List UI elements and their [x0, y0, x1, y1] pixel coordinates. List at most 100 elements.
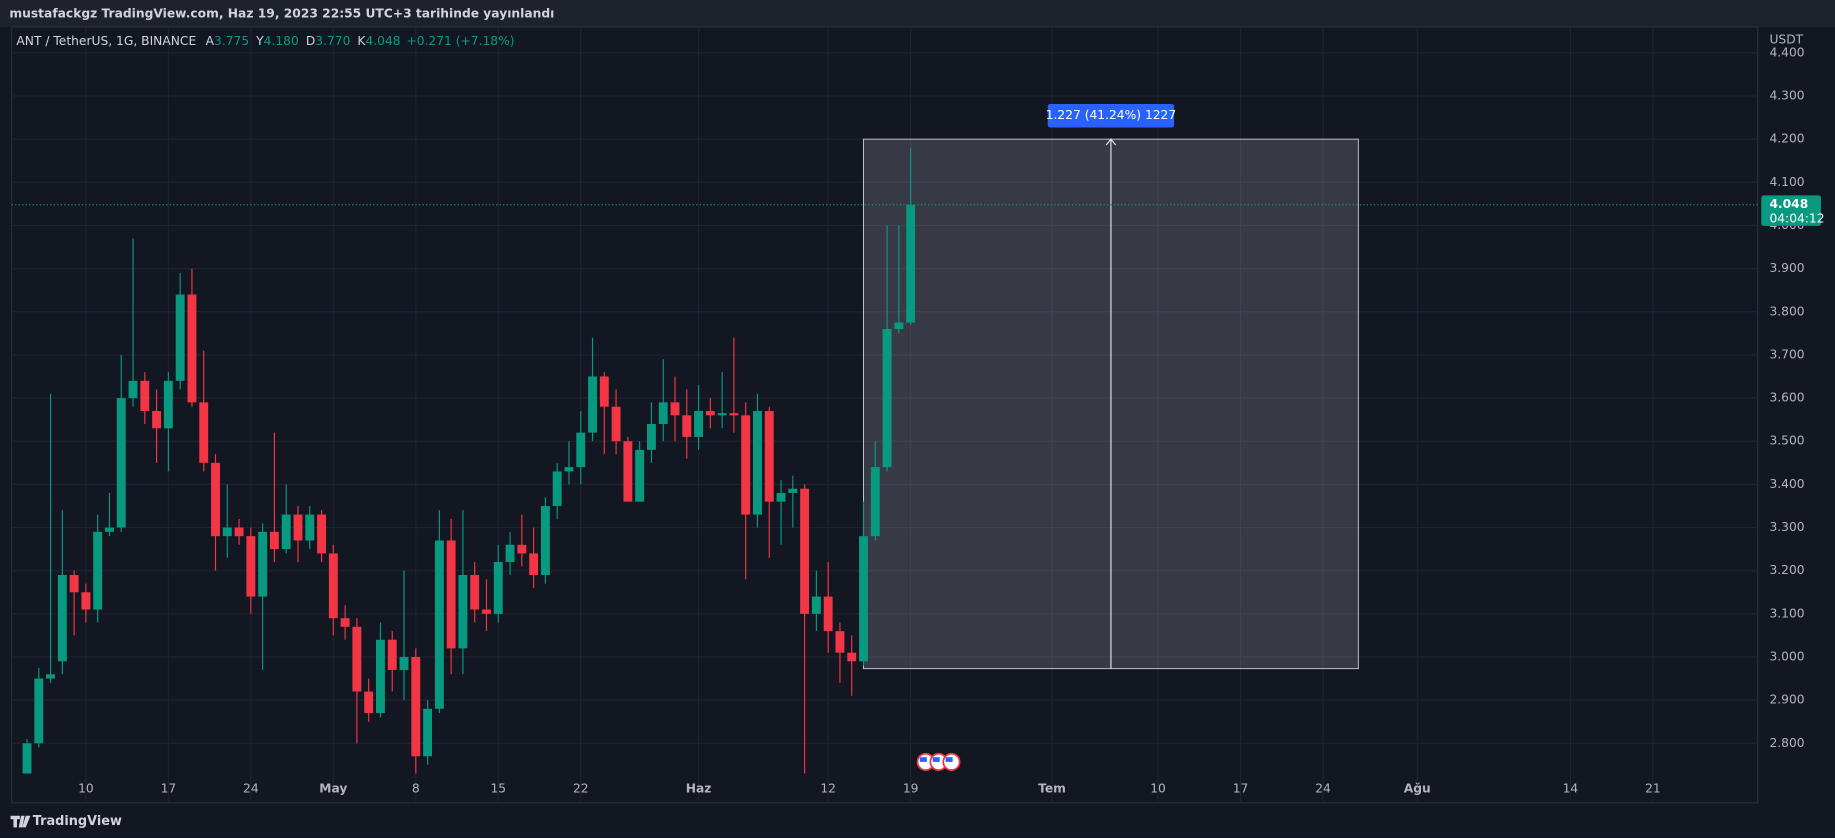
candle-body [57, 575, 67, 662]
candle-body [646, 423, 656, 450]
x-tick-label: 22 [573, 781, 589, 795]
measure-label: 1.227 (41.24%) 1227 [1046, 108, 1176, 122]
candle-body [906, 204, 916, 323]
y-tick-label: 2.800 [1769, 736, 1804, 750]
x-tick-label: 17 [1233, 781, 1249, 795]
x-tick-label: 10 [1150, 781, 1166, 795]
ohlc-key: K [357, 33, 366, 47]
candle-body [694, 411, 704, 437]
y-tick-label: 3.700 [1769, 347, 1804, 361]
x-tick-label: 10 [78, 781, 94, 795]
candle-body [529, 553, 539, 576]
candle-body [682, 415, 692, 437]
y-tick-label: 4.400 [1769, 45, 1804, 59]
event-icons [916, 752, 961, 771]
candle-body [729, 413, 739, 416]
candle-body [540, 505, 550, 576]
candle-body [552, 471, 562, 506]
candle-body [517, 544, 527, 554]
candle-body [175, 294, 185, 381]
y-tick-label: 3.800 [1769, 304, 1804, 318]
x-tick-label: Tem [1038, 781, 1066, 795]
candle-body [493, 562, 503, 614]
candle-body [328, 553, 338, 619]
x-tick-label: 24 [243, 781, 259, 795]
y-tick-label: 3.300 [1769, 520, 1804, 534]
y-tick-label: 3.000 [1769, 649, 1804, 663]
candle-body [269, 531, 279, 550]
footer-bar [0, 807, 1835, 838]
candle-body [599, 376, 609, 407]
measure-label-bg [1047, 104, 1175, 128]
candle-body [894, 322, 904, 330]
countdown: 04:04:12 [1769, 211, 1824, 225]
candle-body [859, 536, 868, 662]
candle-body [411, 656, 421, 757]
y-tick-label: 3.200 [1769, 563, 1804, 577]
candle-body [776, 493, 786, 502]
candle-body [635, 449, 645, 502]
candle-body [211, 462, 220, 537]
x-tick-label: 15 [490, 781, 506, 795]
x-tick-label: Ağu [1404, 781, 1431, 795]
last-price-label: 4.048 [1769, 197, 1808, 211]
candle-body [234, 527, 244, 537]
x-tick-label: 21 [1645, 781, 1661, 795]
y-tick-label: 3.500 [1769, 434, 1804, 448]
candle-body [482, 609, 491, 614]
y-tick-label: 3.100 [1769, 606, 1804, 620]
candle-body [505, 544, 515, 563]
candle-body [588, 376, 597, 433]
candle-body [116, 398, 126, 528]
candle-body [576, 432, 586, 468]
footer-logo [10, 815, 31, 828]
candle-body [305, 514, 315, 541]
candle-body [658, 402, 668, 424]
candle-body [293, 514, 303, 541]
x-tick-label: 17 [161, 781, 177, 795]
ohlc-value: 4.048 [365, 33, 400, 47]
candle-body [46, 674, 56, 679]
ohlc-key: A [206, 33, 215, 47]
ohlc-value: 3.770 [315, 33, 350, 47]
top-bar [0, 0, 1835, 27]
candle-body [835, 631, 845, 653]
candle-body [364, 691, 374, 714]
candle-body [470, 575, 480, 610]
candle-body [458, 575, 468, 649]
ohlc-value: 4.180 [264, 33, 299, 47]
candle-body [434, 540, 444, 709]
candle-body [387, 639, 397, 670]
candle-body [423, 708, 433, 757]
candle-body [317, 514, 326, 554]
ohlc-value: 3.775 [214, 33, 249, 47]
candle-body [128, 380, 138, 399]
candle-body [564, 467, 574, 472]
candle-body [446, 540, 456, 649]
candle-body [199, 402, 209, 463]
candle-body [847, 652, 857, 662]
candle-body [93, 531, 103, 610]
ohlc-key: D [306, 33, 315, 47]
y-tick-label: 4.100 [1769, 175, 1804, 189]
candle-body [352, 626, 362, 692]
candle-body [163, 380, 173, 429]
x-tick-label: May [319, 781, 347, 795]
candle-body [823, 596, 833, 632]
candle-body [623, 441, 633, 502]
candle-body [69, 575, 79, 593]
last-price-bg [1761, 195, 1821, 226]
y-tick-label: 3.600 [1769, 391, 1804, 405]
candle-body [788, 488, 798, 494]
symbol: ANT / TetherUS, 1G, BINANCE [16, 33, 196, 47]
footer-brand: TradingView [33, 814, 122, 829]
candle-body [105, 527, 114, 532]
candle-body [22, 743, 32, 774]
candle-body [140, 380, 150, 412]
candle-body [764, 411, 774, 502]
candle-body [81, 592, 91, 610]
candle-body [741, 415, 751, 515]
candle-body [870, 467, 880, 537]
